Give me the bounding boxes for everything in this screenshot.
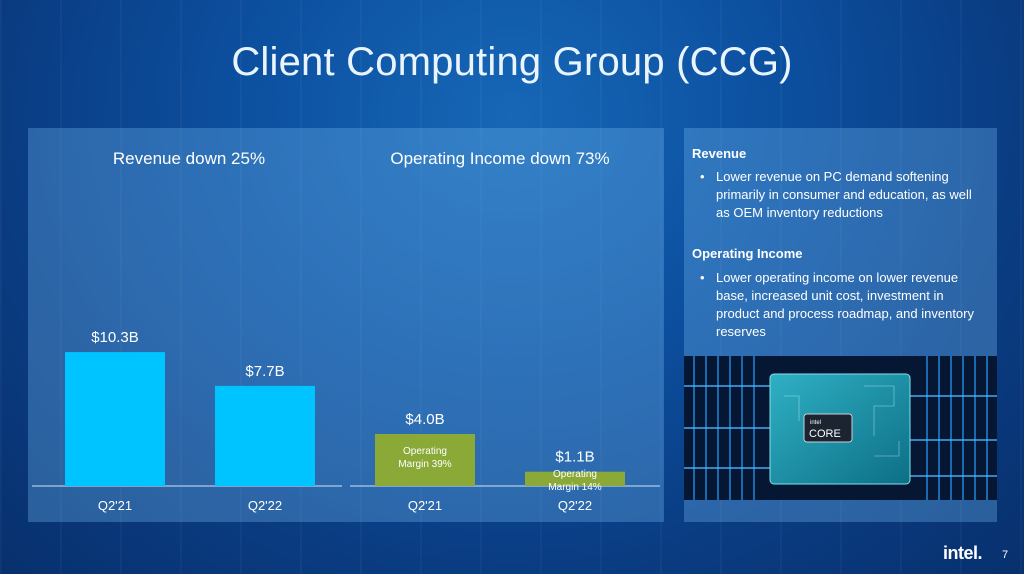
operating-income-margin-annotation: Margin 39% bbox=[398, 459, 451, 470]
operating-income-bar bbox=[525, 471, 625, 486]
intel-logo: intel. bbox=[943, 543, 983, 563]
operating-income-margin-annotation: Operating bbox=[403, 446, 447, 457]
operating-income-value-label: $1.1B bbox=[555, 449, 594, 466]
revenue-bullet: Lower revenue on PC demand softening pri… bbox=[700, 168, 988, 222]
revenue-chart-title: Revenue down 25% bbox=[113, 149, 265, 168]
operating-income-bar bbox=[375, 434, 475, 486]
operating-income-tick-label: Q2'21 bbox=[408, 498, 442, 513]
page-number: 7 bbox=[1002, 549, 1009, 561]
revenue-bar bbox=[215, 385, 315, 486]
slide-title: Client Computing Group (CCG) bbox=[231, 40, 793, 84]
chart-panel: Revenue down 25% $10.3B Q2'21 $7.7B Q2'22 Ope… bbox=[28, 128, 664, 522]
operating-income-margin-annotation: Operating bbox=[553, 469, 597, 480]
operating-income-value-label: $4.0B bbox=[405, 411, 444, 428]
intel-core-chip-image: intel CORE bbox=[684, 356, 997, 500]
operating-income-margin-annotation: Margin 14% bbox=[548, 482, 601, 493]
bar-charts: Revenue down 25% $10.3B Q2'21 $7.7B Q2'22 Ope… bbox=[32, 149, 660, 513]
revenue-heading: Revenue bbox=[692, 146, 747, 161]
operating-income-heading: Operating Income bbox=[692, 246, 803, 261]
revenue-tick-label: Q2'21 bbox=[98, 498, 132, 513]
revenue-value-label: $10.3B bbox=[91, 329, 139, 346]
revenue-value-label: $7.7B bbox=[245, 363, 284, 380]
operating-income-chart-title: Operating Income down 73% bbox=[390, 149, 609, 168]
chip-product-text: CORE bbox=[809, 428, 841, 440]
chip-brand-text: intel bbox=[810, 420, 821, 426]
operating-income-bullet: Lower operating income on lower revenue … bbox=[700, 269, 988, 341]
operating-income-tick-label: Q2'22 bbox=[558, 498, 592, 513]
revenue-tick-label: Q2'22 bbox=[248, 498, 282, 513]
revenue-bar bbox=[65, 352, 165, 486]
